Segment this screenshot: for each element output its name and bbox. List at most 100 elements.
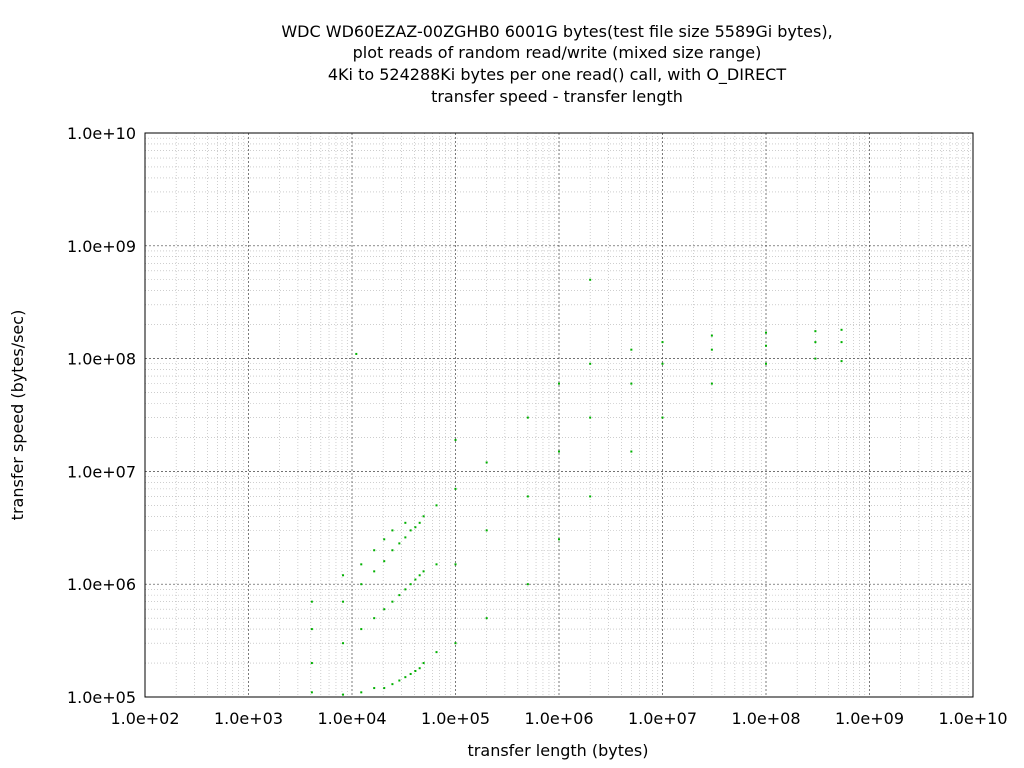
data-point xyxy=(485,529,488,532)
data-point xyxy=(814,357,817,360)
data-point xyxy=(454,487,457,490)
data-point xyxy=(422,515,425,518)
x-axis-tick-labels: 1.0e+02 1.0e+03 1.0e+04 1.0e+05 1.0e+06 1.0e+… xyxy=(110,709,1007,728)
data-point xyxy=(409,583,412,586)
data-point xyxy=(526,583,529,586)
data-point xyxy=(373,687,376,690)
data-point xyxy=(310,662,313,665)
title-line-3: 4Ki to 524288Ki bytes per one read() cal… xyxy=(328,65,786,85)
data-point xyxy=(414,670,417,673)
data-point xyxy=(391,600,394,603)
data-point xyxy=(391,549,394,552)
data-point xyxy=(342,693,345,696)
data-point xyxy=(814,330,817,333)
y-tick-label: 1.0e+09 xyxy=(67,237,136,256)
chart-title: WDC WD60EZAZ-00ZGHB0 6001G bytes(test fi… xyxy=(281,22,832,106)
data-point xyxy=(589,362,592,365)
y-tick-label: 1.0e+05 xyxy=(67,688,136,707)
y-tick-label: 1.0e+07 xyxy=(67,462,136,481)
plot-area-frame xyxy=(144,132,974,698)
title-line-2: plot reads of random read/write (mixed s… xyxy=(353,43,762,62)
data-point xyxy=(630,450,633,453)
x-tick-label: 1.0e+08 xyxy=(731,709,800,728)
data-point xyxy=(383,687,386,690)
data-point xyxy=(710,334,713,337)
data-point xyxy=(360,563,363,566)
data-point xyxy=(765,331,767,334)
data-point xyxy=(404,588,407,591)
data-point xyxy=(342,642,345,645)
data-point xyxy=(383,560,386,563)
data-point xyxy=(526,495,529,498)
data-point xyxy=(418,667,421,670)
data-point xyxy=(404,521,407,524)
data-point xyxy=(355,352,358,355)
data-point xyxy=(765,362,767,365)
title-line-1: WDC WD60EZAZ-00ZGHB0 6001G bytes(test fi… xyxy=(281,22,832,41)
x-tick-label: 1.0e+03 xyxy=(214,709,283,728)
data-point xyxy=(630,348,633,351)
data-point xyxy=(373,549,376,552)
data-point xyxy=(360,691,363,694)
data-point xyxy=(409,672,412,675)
data-point xyxy=(630,382,633,385)
data-point xyxy=(840,341,843,344)
data-point xyxy=(398,679,401,682)
data-point xyxy=(404,536,407,539)
data-point xyxy=(360,583,363,586)
data-point xyxy=(710,348,713,351)
data-point xyxy=(373,617,376,620)
data-point xyxy=(454,642,457,645)
y-axis-tick-labels: 1.0e+05 1.0e+06 1.0e+07 1.0e+08 1.0e+09 1.0e+… xyxy=(67,124,136,707)
data-points xyxy=(310,278,843,696)
y-tick-label: 1.0e+10 xyxy=(67,124,136,143)
data-point xyxy=(589,278,592,281)
x-tick-label: 1.0e+06 xyxy=(524,709,593,728)
data-point xyxy=(342,600,345,603)
x-tick-label: 1.0e+04 xyxy=(317,709,386,728)
data-point xyxy=(310,600,313,603)
x-tick-label: 1.0e+10 xyxy=(938,709,1007,728)
data-point xyxy=(661,416,664,419)
data-point xyxy=(558,382,560,385)
data-point xyxy=(840,360,843,363)
data-point xyxy=(589,416,592,419)
data-point xyxy=(418,574,421,577)
data-point xyxy=(485,617,488,620)
data-point xyxy=(310,628,313,631)
data-point xyxy=(435,563,438,566)
y-tick-label: 1.0e+06 xyxy=(67,575,136,594)
y-axis-label: transfer speed (bytes/sec) xyxy=(8,310,27,521)
data-point xyxy=(765,344,767,347)
data-point xyxy=(404,676,407,679)
data-point xyxy=(398,542,401,545)
data-point xyxy=(661,362,664,365)
data-point xyxy=(310,691,313,694)
data-point xyxy=(558,450,560,453)
data-point xyxy=(558,538,560,541)
data-point xyxy=(391,529,394,532)
data-point xyxy=(383,538,386,541)
x-tick-label: 1.0e+05 xyxy=(421,709,490,728)
data-point xyxy=(840,328,843,331)
data-point xyxy=(526,416,529,419)
data-point xyxy=(435,504,438,507)
data-point xyxy=(661,341,664,344)
data-point xyxy=(454,563,457,566)
data-point xyxy=(409,529,412,532)
data-point xyxy=(391,683,394,686)
data-point xyxy=(814,341,817,344)
data-point xyxy=(710,382,713,385)
title-line-4: transfer speed - transfer length xyxy=(431,87,683,106)
major-gridlines xyxy=(144,132,974,698)
data-point xyxy=(360,628,363,631)
data-point xyxy=(414,526,417,529)
x-tick-label: 1.0e+02 xyxy=(110,709,179,728)
data-point xyxy=(398,594,401,597)
data-point xyxy=(373,570,376,573)
data-point xyxy=(485,461,488,464)
y-tick-label: 1.0e+08 xyxy=(67,350,136,369)
data-point xyxy=(435,651,438,654)
data-point xyxy=(342,574,345,577)
